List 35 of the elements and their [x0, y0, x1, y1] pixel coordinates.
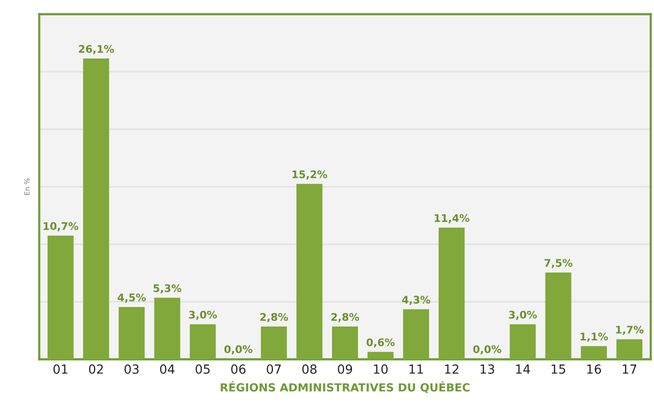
- x-tick-label: 02: [88, 364, 103, 374]
- x-tick-label: 06: [231, 364, 246, 374]
- data-label: 0,0%: [473, 345, 502, 354]
- x-tick-label: 01: [53, 364, 68, 374]
- data-label: 26,1%: [78, 45, 114, 54]
- data-label: 2,8%: [260, 313, 288, 322]
- x-tick-label: 10: [374, 364, 388, 374]
- data-label: 3,0%: [508, 310, 537, 320]
- x-tick-label: 16: [587, 364, 602, 374]
- x-tick-label: 07: [266, 364, 281, 374]
- x-tick-label: 04: [160, 364, 174, 374]
- data-label: 1,7%: [616, 326, 644, 335]
- x-tick-label: 14: [516, 364, 530, 374]
- x-tick-label: 17: [622, 364, 636, 374]
- x-tick-label: 13: [480, 364, 494, 374]
- data-label: 4,5%: [118, 293, 146, 303]
- data-label: 15,2%: [292, 170, 328, 180]
- x-tick-label: 03: [124, 364, 139, 374]
- data-label: 1,1%: [580, 332, 608, 342]
- x-tick-label: 11: [410, 364, 423, 374]
- data-label: 4,3%: [402, 296, 430, 305]
- data-label: 7,5%: [544, 258, 572, 268]
- x-tick-label: 05: [196, 364, 210, 374]
- data-label: 5,3%: [154, 284, 182, 294]
- data-label: 3,0%: [189, 310, 217, 320]
- x-axis-title: RÉGIONS ADMINISTRATIVES DU QUÉBEC: [220, 381, 470, 394]
- x-tick-label: 09: [338, 364, 352, 374]
- data-label: 0,0%: [224, 345, 252, 354]
- x-tick-label: 12: [445, 364, 458, 374]
- data-label: 2,8%: [331, 313, 360, 322]
- data-label: 10,7%: [44, 222, 78, 232]
- x-tick-label: 15: [552, 364, 566, 374]
- data-label: 0,6%: [366, 338, 395, 348]
- x-tick-label: 08: [302, 364, 317, 374]
- data-label: 11,4%: [434, 214, 470, 224]
